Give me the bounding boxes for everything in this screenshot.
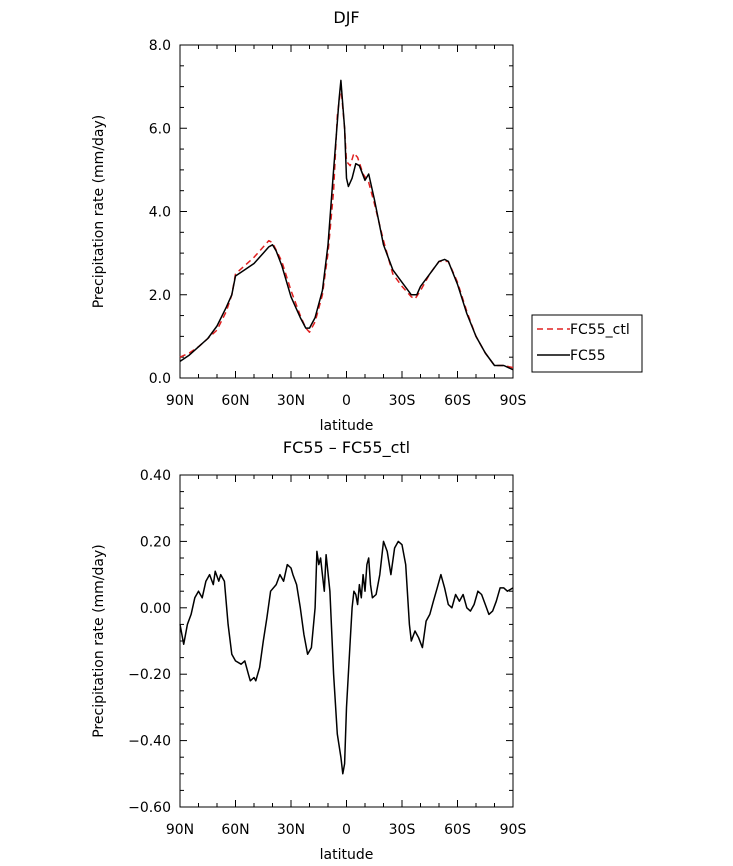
y-tick-label: −0.60: [128, 800, 171, 816]
y-tick-label: 4.0: [149, 205, 171, 221]
x-tick-label: 0: [342, 822, 351, 838]
x-tick-label: 60S: [444, 822, 471, 838]
chart-title: DJF: [333, 8, 359, 27]
y-tick-label: −0.40: [128, 734, 171, 750]
x-tick-label: 90S: [500, 822, 527, 838]
x-tick-label: 90N: [166, 393, 194, 409]
top-panel-djf: 90N 60N 30N 0 30S 60S 90S 0.0 2.0 4.0 6.0 8.0 DJF lat…: [91, 8, 526, 434]
x-tick-label: 60N: [221, 822, 249, 838]
y-tick-label: 0.20: [140, 534, 171, 550]
y-tick-label: 8.0: [149, 38, 171, 54]
x-tick-label: 90S: [500, 393, 527, 409]
y-tick-label: 0.0: [149, 371, 171, 387]
x-tick-label: 30S: [389, 822, 416, 838]
y-tick-label: 6.0: [149, 121, 171, 137]
y-tick-label: 0.40: [140, 468, 171, 484]
x-tick-label: 30S: [389, 393, 416, 409]
y-tick-label: −0.20: [128, 667, 171, 683]
series-line-fc55: [179, 79, 514, 371]
plot-frame: [179, 44, 514, 379]
chart-title: FC55 – FC55_ctl: [283, 438, 410, 458]
legend-box: [531, 314, 643, 373]
x-tick-label: 60N: [221, 393, 249, 409]
y-axis-label: Precipitation rate (mm/day): [91, 115, 107, 309]
legend-label-fc55: FC55: [570, 348, 606, 364]
x-tick-label: 30N: [277, 822, 305, 838]
legend: FC55_ctl FC55: [531, 314, 643, 373]
x-axis-label: latitude: [320, 847, 374, 863]
y-axis-label: Precipitation rate (mm/day): [91, 544, 107, 738]
x-tick-label: 90N: [166, 822, 194, 838]
x-tick-label: 0: [342, 393, 351, 409]
x-tick-label: 30N: [277, 393, 305, 409]
x-tick-label: 60S: [444, 393, 471, 409]
y-tick-label: 0.00: [140, 601, 171, 617]
x-axis-label: latitude: [320, 418, 374, 434]
y-tick-label: 2.0: [149, 288, 171, 304]
bottom-panel-difference: 90N 60N 30N 0 30S 60S 90S 0.40 0.20 0.00 −0.20 −0.4…: [91, 438, 526, 863]
series-line-diff: [179, 540, 514, 775]
series-line-fc55-ctl: [179, 85, 514, 369]
legend-label-fc55-ctl: FC55_ctl: [570, 322, 630, 338]
